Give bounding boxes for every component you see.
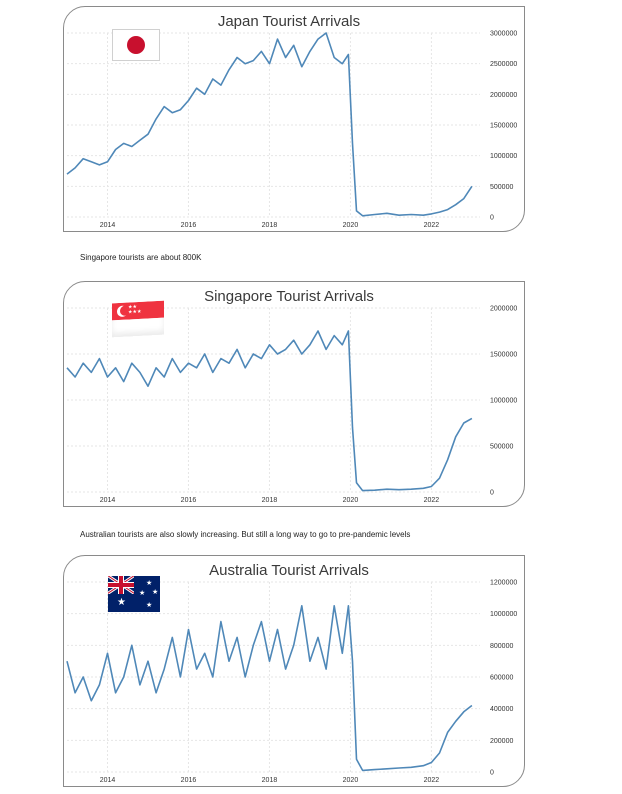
australia-flag-stars-icon: ★ ★ ★ ★ ★ — [117, 580, 159, 609]
australia-y-tick-label: 1200000 — [490, 580, 517, 587]
singapore-y-tick-label: 1000000 — [490, 398, 517, 405]
japan-x-tick-label: 2018 — [262, 222, 278, 229]
singapore-flag: ★★ ★★★ — [112, 300, 164, 338]
singapore-caption: Singapore tourists are about 800K — [80, 253, 202, 262]
australia-chart-panel: Australia Tourist Arrivals 1200000 1000000… — [63, 555, 525, 787]
australia-y-tick-label: 600000 — [490, 675, 513, 682]
japan-y-tick-label: 2500000 — [490, 61, 517, 68]
japan-flag — [112, 29, 160, 61]
australia-y-tick-label: 200000 — [490, 738, 513, 745]
australia-x-tick-label: 2022 — [424, 777, 440, 784]
singapore-y-tick-label: 2000000 — [490, 306, 517, 313]
australia-chart-title: Australia Tourist Arrivals — [209, 562, 369, 579]
japan-series-line — [66, 32, 473, 217]
singapore-y-tick-label: 500000 — [490, 444, 513, 451]
japan-x-tick-label: 2014 — [100, 222, 116, 229]
singapore-series-line — [66, 330, 473, 492]
australia-series-line — [66, 604, 473, 772]
japan-chart-svg: Japan Tourist Arrivals 3000000 2500000 2000… — [66, 13, 517, 229]
australia-x-tick-label: 2016 — [181, 777, 197, 784]
japan-flag-circle — [127, 36, 145, 54]
japan-y-tick-label: 1000000 — [490, 153, 517, 160]
japan-y-tick-label: 0 — [490, 215, 494, 222]
australia-flag-union-jack — [108, 576, 134, 594]
japan-x-tick-label: 2022 — [424, 222, 440, 229]
japan-x-tick-label: 2020 — [343, 222, 359, 229]
singapore-x-tick-label: 2014 — [100, 497, 116, 504]
japan-y-tick-label: 2000000 — [490, 92, 517, 99]
australia-x-tick-label: 2014 — [100, 777, 116, 784]
australia-y-tick-label: 800000 — [490, 643, 513, 650]
japan-y-tick-label: 1500000 — [490, 123, 517, 130]
singapore-y-tick-label: 0 — [490, 490, 494, 497]
japan-y-tick-label: 3000000 — [490, 31, 517, 38]
japan-chart-title: Japan Tourist Arrivals — [218, 13, 360, 30]
australia-x-tick-label: 2020 — [343, 777, 359, 784]
japan-x-tick-label: 2016 — [181, 222, 197, 229]
japan-chart-panel: Japan Tourist Arrivals 3000000 2500000 2000… — [63, 6, 525, 232]
singapore-y-tick-label: 1500000 — [490, 352, 517, 359]
singapore-chart-panel: Singapore Tourist Arrivals 2000000 1500000… — [63, 281, 525, 507]
singapore-x-tick-label: 2016 — [181, 497, 197, 504]
australia-y-tick-label: 400000 — [490, 706, 513, 713]
singapore-flag-stars-icon: ★★ ★★★ — [128, 304, 142, 316]
singapore-x-tick-label: 2020 — [343, 497, 359, 504]
japan-y-tick-label: 500000 — [490, 184, 513, 191]
australia-y-tick-label: 1000000 — [490, 611, 517, 618]
singapore-flag-white-band — [112, 317, 164, 338]
australia-chart-svg: Australia Tourist Arrivals 1200000 1000000… — [66, 562, 517, 784]
australia-flag: ★ ★ ★ ★ ★ — [108, 576, 160, 612]
australia-caption: Australian tourists are also slowly incr… — [80, 530, 411, 539]
australia-y-tick-label: 0 — [490, 770, 494, 777]
singapore-x-tick-label: 2022 — [424, 497, 440, 504]
australia-x-tick-label: 2018 — [262, 777, 278, 784]
singapore-x-tick-label: 2018 — [262, 497, 278, 504]
singapore-chart-title: Singapore Tourist Arrivals — [204, 288, 374, 305]
